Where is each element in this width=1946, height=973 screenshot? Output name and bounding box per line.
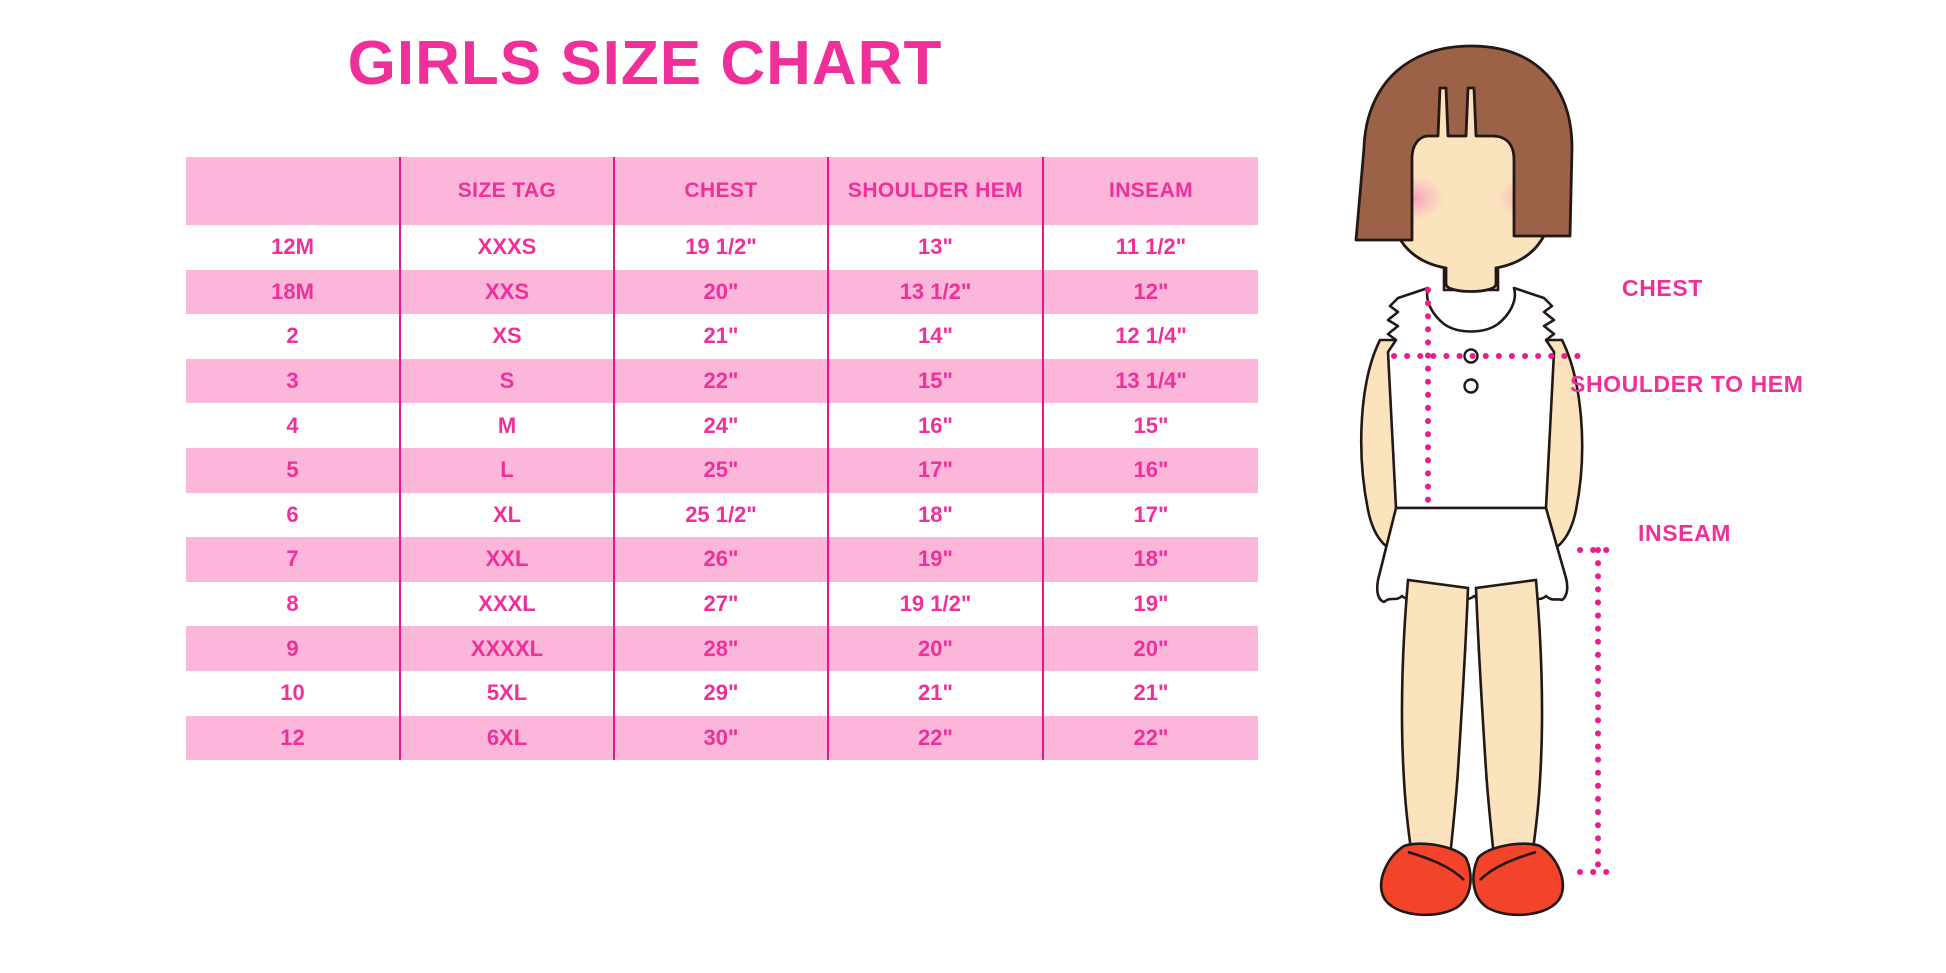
shoulder-to-hem-callout-label: SHOULDER TO HEM <box>1570 371 1804 397</box>
cell-size-tag: 6XL <box>399 715 614 761</box>
column-header-chest: CHEST <box>613 157 828 225</box>
chest-callout-label: CHEST <box>1622 275 1703 301</box>
cell-chest: 20" <box>613 269 828 315</box>
cell-inseam: 12 1/4" <box>1042 314 1258 359</box>
size-chart-table-container: SIZE TAG CHEST SHOULDER HEM INSEAM 12M XX… <box>186 157 1258 761</box>
cell-inseam: 11 1/2" <box>1042 225 1258 270</box>
cell-size-tag: 5XL <box>399 670 614 716</box>
button-bottom <box>1463 378 1479 394</box>
cell-size-tag: XXXXL <box>399 626 614 671</box>
table-header: SIZE TAG CHEST SHOULDER HEM INSEAM <box>186 157 1258 225</box>
cell-chest: 25 1/2" <box>613 492 828 538</box>
table-row: 4 M 24" 16" 15" <box>186 403 1258 448</box>
table-row: 10 5XL 29" 21" 21" <box>186 670 1258 716</box>
legs-shape <box>1400 578 1544 860</box>
cell-size: 5 <box>286 457 299 483</box>
cell-inseam: 20" <box>1042 626 1258 671</box>
cell-inseam: 15" <box>1042 403 1258 448</box>
cell-shoulder-hem: 20" <box>827 626 1043 671</box>
cell-size-tag: L <box>399 447 614 493</box>
column-header-inseam: INSEAM <box>1042 157 1258 225</box>
cell-shoulder-hem: 21" <box>827 670 1043 716</box>
cell-shoulder-hem: 13" <box>827 225 1043 270</box>
cell-size-tag: XXL <box>399 537 614 582</box>
hair-shape <box>1354 44 1574 242</box>
table-row: 12M XXXS 19 1/2" 13" 11 1/2" <box>186 225 1258 270</box>
inseam-callout-label: INSEAM <box>1638 520 1732 546</box>
cell-size: 6 <box>286 501 299 527</box>
table-row: 18M XXS 20" 13 1/2" 12" <box>186 269 1258 315</box>
table-row: 7 XXL 26" 19" 18" <box>186 537 1258 582</box>
cell-size: 3 <box>286 368 299 394</box>
cell-size: 12M <box>271 234 314 260</box>
cell-chest: 21" <box>613 314 828 359</box>
cell-chest: 27" <box>613 581 828 627</box>
cell-size-tag: S <box>399 358 614 404</box>
table-row: 6 XL 25 1/2" 18" 17" <box>186 492 1258 538</box>
cell-shoulder-hem: 22" <box>827 715 1043 761</box>
cell-chest: 30" <box>613 715 828 761</box>
cell-chest: 22" <box>613 358 828 404</box>
cell-inseam: 16" <box>1042 447 1258 493</box>
cell-chest: 28" <box>613 626 828 671</box>
cell-size: 10 <box>280 680 305 706</box>
table-row: 12 6XL 30" 22" 22" <box>186 715 1258 761</box>
cell-chest: 25" <box>613 447 828 493</box>
table-row: 8 XXXL 27" 19 1/2" 19" <box>186 581 1258 627</box>
cell-size-tag: XS <box>399 314 614 359</box>
cell-size-tag: XXXS <box>399 225 614 270</box>
cell-size-tag: XL <box>399 492 614 538</box>
cell-shoulder-hem: 13 1/2" <box>827 269 1043 315</box>
cell-chest: 26" <box>613 537 828 582</box>
cell-shoulder-hem: 19 1/2" <box>827 581 1043 627</box>
cell-size: 2 <box>286 323 299 349</box>
cell-shoulder-hem: 16" <box>827 403 1043 448</box>
page-title: GIRLS SIZE CHART <box>347 29 943 98</box>
cell-size-tag: XXS <box>399 269 614 315</box>
cell-shoulder-hem: 17" <box>827 447 1043 493</box>
cell-chest: 19 1/2" <box>613 225 828 270</box>
table-body: 12M XXXS 19 1/2" 13" 11 1/2" 18M XXS 20" 13 1/2"… <box>186 225 1258 761</box>
column-header-size <box>186 157 400 225</box>
top-garment <box>1386 286 1556 510</box>
cell-inseam: 13 1/4" <box>1042 358 1258 404</box>
cell-size-tag: M <box>399 403 614 448</box>
cell-size: 8 <box>286 591 299 617</box>
cell-size-tag: XXXL <box>399 581 614 627</box>
cell-inseam: 22" <box>1042 715 1258 761</box>
cell-size: 18M <box>271 278 314 304</box>
table-row: 5 L 25" 17" 16" <box>186 447 1258 493</box>
girl-figure-illustration <box>1316 40 1676 920</box>
measurement-guides <box>1391 287 1619 875</box>
table-row: 3 S 22" 15" 13 1/4" <box>186 358 1258 404</box>
cell-shoulder-hem: 18" <box>827 492 1043 538</box>
cell-shoulder-hem: 19" <box>827 537 1043 582</box>
cell-size: 4 <box>286 412 299 438</box>
table-row: 9 XXXXL 28" 20" 20" <box>186 626 1258 671</box>
cell-size: 7 <box>286 546 299 572</box>
cell-inseam: 18" <box>1042 537 1258 582</box>
column-header-size-tag: SIZE TAG <box>399 157 614 225</box>
cell-shoulder-hem: 14" <box>827 314 1043 359</box>
cell-size: 9 <box>286 635 299 661</box>
cell-inseam: 21" <box>1042 670 1258 716</box>
cell-chest: 29" <box>613 670 828 716</box>
table-header-row: SIZE TAG CHEST SHOULDER HEM INSEAM <box>186 157 1258 225</box>
table-row: 2 XS 21" 14" 12 1/4" <box>186 314 1258 359</box>
cell-chest: 24" <box>613 403 828 448</box>
cell-inseam: 19" <box>1042 581 1258 627</box>
shoes-shape <box>1379 842 1565 917</box>
column-header-shoulder-hem: SHOULDER HEM <box>827 157 1043 225</box>
size-chart-table: SIZE TAG CHEST SHOULDER HEM INSEAM 12M XX… <box>186 157 1258 761</box>
cell-shoulder-hem: 15" <box>827 358 1043 404</box>
cell-inseam: 17" <box>1042 492 1258 538</box>
skirt-garment <box>1375 506 1569 604</box>
cell-inseam: 12" <box>1042 269 1258 315</box>
cell-size: 12 <box>280 724 305 750</box>
